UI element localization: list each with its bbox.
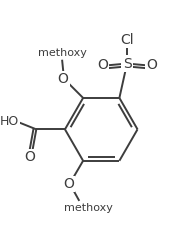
Text: methoxy: methoxy xyxy=(38,48,87,58)
Text: O: O xyxy=(63,177,74,191)
Text: O: O xyxy=(97,58,108,73)
Text: O: O xyxy=(146,58,157,73)
Text: Cl: Cl xyxy=(120,33,134,47)
Text: O: O xyxy=(24,150,35,164)
Text: S: S xyxy=(123,57,131,70)
Text: HO: HO xyxy=(0,115,19,128)
Text: O: O xyxy=(58,72,69,86)
Text: methoxy: methoxy xyxy=(64,203,113,213)
